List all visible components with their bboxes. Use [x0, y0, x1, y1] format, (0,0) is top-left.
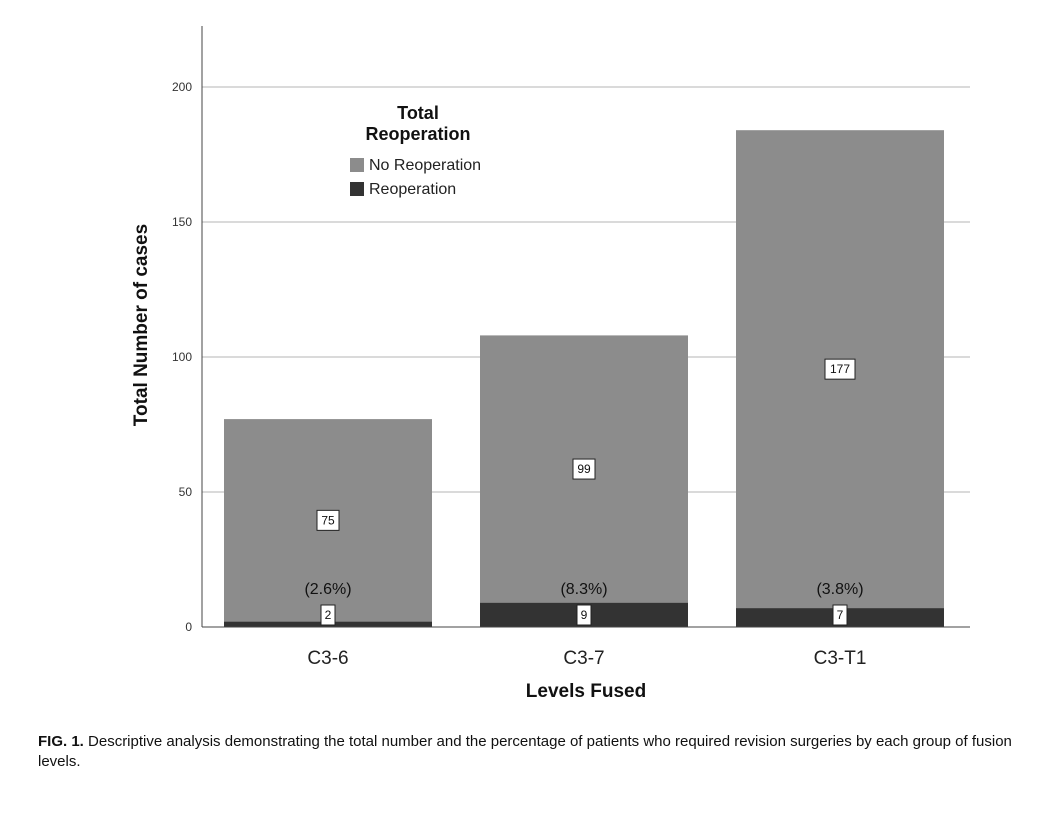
legend-title: Total: [397, 103, 439, 123]
x-axis-title: Levels Fused: [526, 681, 646, 702]
y-tick-label: 200: [172, 80, 192, 94]
data-label-box: [576, 604, 592, 626]
data-label-box: [824, 358, 856, 380]
percent-label: (8.3%): [560, 581, 607, 598]
percent-label: (3.8%): [816, 581, 863, 598]
data-label-box: [320, 604, 336, 626]
y-tick-label: 100: [172, 350, 192, 364]
legend-swatch-reoperation: [350, 182, 364, 196]
y-axis-title: Total Number of cases: [131, 224, 152, 426]
caption-label: FIG. 1.: [38, 733, 84, 750]
chart: 050100150200752(2.6%)C3-6999(8.3%)C3-717…: [131, 26, 970, 702]
x-tick-label: C3-6: [307, 648, 348, 669]
figure-caption: FIG. 1. Descriptive analysis demonstrati…: [38, 732, 1028, 772]
legend-label-reoperation: Reoperation: [369, 181, 456, 198]
x-tick-label: C3-7: [563, 648, 604, 669]
data-label-box: [832, 604, 848, 626]
legend-label-no-reoperation: No Reoperation: [369, 157, 481, 174]
legend-title: Reoperation: [365, 124, 470, 144]
data-label-box: [316, 509, 340, 531]
caption-text: Descriptive analysis demonstrating the t…: [38, 733, 1012, 770]
data-label-box: [572, 458, 596, 480]
legend-swatch-no-reoperation: [350, 158, 364, 172]
y-tick-label: 150: [172, 215, 192, 229]
data-label-reoperation: 9: [581, 608, 588, 622]
data-label-reoperation: 2: [325, 608, 332, 622]
data-label-no-reoperation: 99: [577, 462, 591, 476]
x-tick-label: C3-T1: [814, 648, 867, 669]
percent-label: (2.6%): [304, 581, 351, 598]
data-label-no-reoperation: 177: [830, 362, 850, 376]
y-tick-label: 50: [179, 485, 193, 499]
y-tick-label: 0: [185, 620, 192, 634]
data-label-reoperation: 7: [837, 608, 844, 622]
data-label-no-reoperation: 75: [321, 513, 335, 527]
